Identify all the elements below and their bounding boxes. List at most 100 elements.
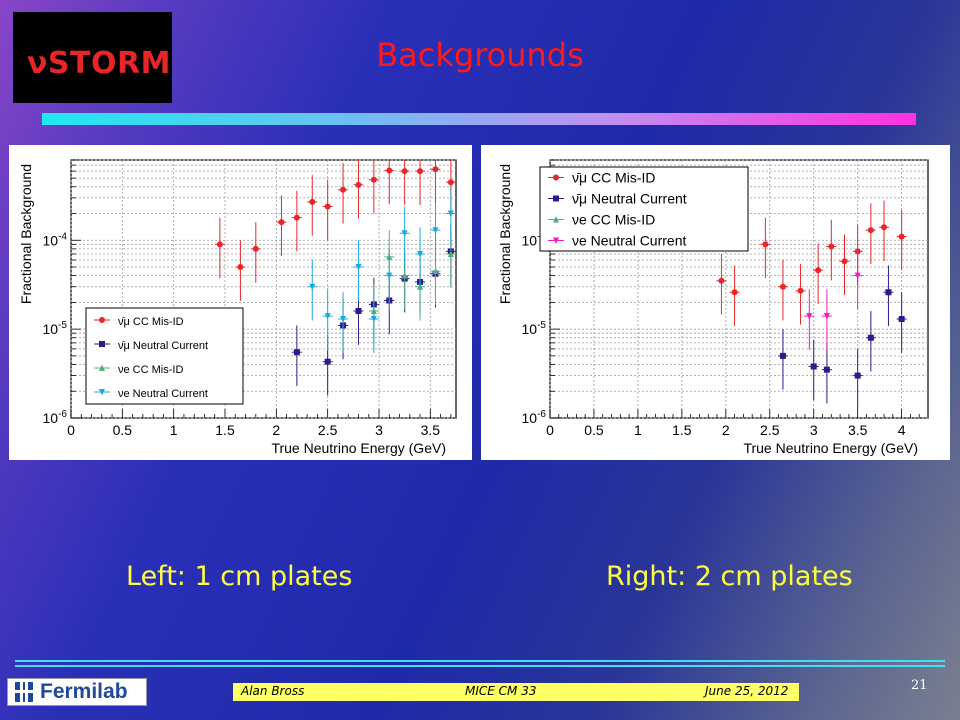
data-point-s3 (370, 316, 377, 323)
data-point-s0 (216, 241, 223, 248)
data-point-s1 (885, 289, 892, 296)
data-point-s3 (854, 272, 861, 280)
data-point-s2 (447, 250, 454, 258)
x-tick-label: 0.5 (113, 422, 133, 438)
legend-marker (553, 237, 559, 244)
legend-entry: ν̄μ Neutral Current (572, 191, 687, 207)
data-point-s0 (355, 181, 362, 188)
y-tick-label: 10-5 (43, 320, 68, 337)
legend-entry: ν̄μ CC Mis-ID (572, 170, 656, 186)
x-tick-label: 2.5 (760, 422, 780, 438)
x-tick-label: 3 (810, 422, 818, 438)
fermilab-icon (15, 682, 33, 702)
data-point-s0 (898, 233, 905, 240)
legend-marker (553, 195, 559, 202)
footer-info-box: Alan Bross MICE CM 33 June 25, 2012 (233, 683, 799, 701)
x-tick-label: 1.5 (215, 422, 235, 438)
legend-marker (99, 317, 105, 323)
data-point-s0 (401, 168, 408, 175)
data-point-s0 (309, 198, 316, 205)
x-tick-label: 0 (546, 422, 554, 438)
data-point-s2 (401, 272, 408, 279)
data-point-s0 (278, 219, 285, 226)
chart-left: 0 0.5 1 1.5 2 2.5 3 3.5 10-6 10-5 10-4 True Neutrin… (18, 159, 457, 456)
footer-divider-2 (15, 665, 945, 667)
data-point-s3 (806, 313, 813, 320)
legend-box (85, 307, 244, 405)
data-point-s1 (823, 366, 830, 373)
caption-left: Left: 1 cm plates (126, 561, 353, 592)
legend-entry: νe Neutral Current (572, 233, 686, 249)
legend-entry: νe Neutral Current (118, 388, 208, 400)
data-point-s0 (252, 245, 259, 252)
data-point-s0 (815, 267, 822, 274)
data-point-s0 (762, 241, 769, 248)
data-point-s3 (823, 313, 830, 320)
data-point-s1 (854, 372, 861, 379)
legend-entry: νe CC Mis-ID (572, 212, 655, 228)
x-tick-label: 1.5 (672, 422, 692, 438)
data-point-s3 (432, 227, 439, 234)
data-point-s3 (401, 230, 408, 237)
legend-marker (553, 216, 559, 223)
x-tick-label: 2.5 (318, 422, 338, 438)
data-point-s0 (718, 277, 725, 284)
footer-author: Alan Bross (241, 684, 305, 698)
legend-entry: ν̄μ Neutral Current (118, 340, 208, 352)
y-axis-label: Fractional Background (18, 164, 34, 304)
data-point-s0 (797, 287, 804, 294)
data-point-s0 (867, 227, 874, 234)
data-point-s3 (309, 283, 316, 291)
data-point-s0 (828, 243, 835, 250)
chart-panel-left: 0 0.5 1 1.5 2 2.5 3 3.5 10-6 10-5 10-4 True Neutrin… (9, 145, 472, 460)
data-point-s3 (417, 251, 424, 258)
x-tick-label: 3.5 (848, 422, 868, 438)
legend-marker (99, 364, 105, 371)
legend-marker (99, 389, 105, 396)
footer-date: June 25, 2012 (705, 684, 789, 698)
footer-divider (15, 660, 945, 662)
data-point-s0 (370, 176, 377, 183)
fermilab-logo: Fermilab (7, 678, 147, 706)
data-point-s0 (432, 166, 439, 173)
data-point-s0 (881, 224, 888, 231)
x-axis-label: True Neutrino Energy (GeV) (271, 440, 446, 456)
data-point-s0 (237, 264, 244, 271)
data-point-s1 (779, 352, 786, 359)
legend-entry: νe CC Mis-ID (118, 364, 183, 376)
page-number: 21 (911, 678, 928, 693)
y-tick-label: 10-5 (522, 320, 547, 337)
data-point-s1 (355, 307, 362, 314)
legend-marker (99, 341, 105, 347)
nustorm-logo: νSTORM (13, 12, 172, 103)
y-tick-label: 10-4 (43, 231, 68, 248)
slide-title: Backgrounds (376, 36, 584, 74)
title-gradient-bar (42, 113, 916, 125)
data-point-s2 (432, 267, 439, 275)
legend-entry: ν̄μ CC Mis-ID (118, 316, 184, 328)
legend-marker (553, 174, 559, 181)
x-tick-label: 2 (272, 422, 280, 438)
data-point-s1 (810, 363, 817, 370)
data-point-s0 (417, 168, 424, 175)
data-point-s3 (324, 313, 331, 320)
data-point-s0 (340, 186, 347, 193)
x-tick-label: 1 (170, 422, 178, 438)
logo-text: νSTORM (27, 46, 171, 81)
data-point-s1 (324, 358, 331, 365)
data-point-s3 (340, 316, 347, 323)
data-point-s1 (293, 349, 300, 356)
x-tick-label: 3 (375, 422, 383, 438)
data-point-s0 (447, 179, 454, 186)
data-point-s3 (447, 210, 454, 218)
y-tick-label: 10-6 (43, 409, 68, 426)
x-tick-label: 0 (67, 422, 75, 438)
data-point-s3 (355, 264, 362, 271)
x-tick-label: 3.5 (421, 422, 441, 438)
data-point-s0 (731, 289, 738, 296)
data-point-s0 (841, 258, 848, 265)
data-point-s3 (386, 272, 393, 280)
y-axis-label: Fractional Background (497, 164, 513, 304)
footer-meeting: MICE CM 33 (465, 684, 537, 698)
